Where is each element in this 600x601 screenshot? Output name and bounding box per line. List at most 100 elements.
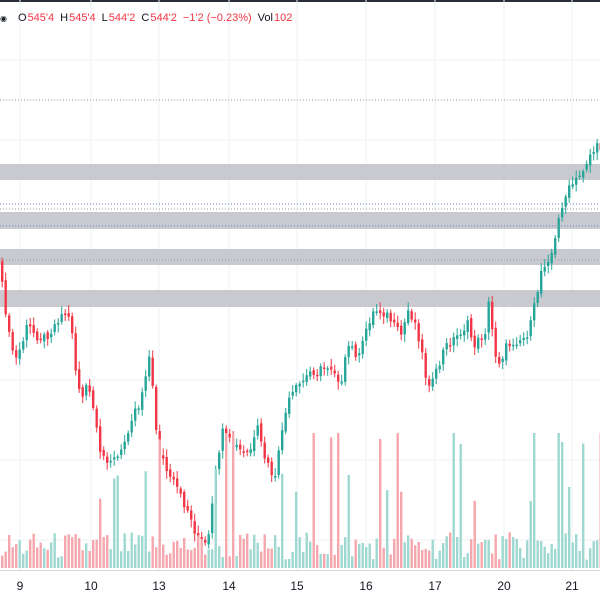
volume-bar bbox=[372, 559, 374, 568]
time-tick: 10 bbox=[84, 579, 97, 593]
candle-body bbox=[43, 334, 45, 341]
candle-body bbox=[477, 338, 479, 349]
candle-body bbox=[558, 218, 560, 238]
volume-bar bbox=[516, 539, 518, 568]
candle-body bbox=[260, 423, 262, 441]
candle-body bbox=[491, 302, 493, 329]
volume-bar bbox=[593, 541, 595, 568]
candle-body bbox=[418, 323, 420, 341]
volume-bar bbox=[530, 501, 532, 568]
volume-bar bbox=[320, 554, 322, 568]
candle-body bbox=[383, 312, 385, 316]
volume-bar bbox=[243, 539, 245, 568]
volume-bar bbox=[313, 433, 315, 568]
candle-body bbox=[481, 339, 483, 341]
candle-body bbox=[8, 315, 10, 331]
volume-bar bbox=[432, 539, 434, 568]
candle-body bbox=[99, 426, 101, 452]
volume-bar bbox=[61, 556, 63, 568]
volume-bar bbox=[169, 553, 171, 568]
candle-body bbox=[218, 453, 220, 469]
volume-bar bbox=[456, 537, 458, 568]
volume-bar bbox=[477, 544, 479, 568]
volume-bar bbox=[299, 537, 301, 568]
volume-bar bbox=[145, 471, 147, 568]
volume-bar bbox=[558, 433, 560, 568]
high-value: 545'4 bbox=[69, 12, 96, 24]
volume-bar bbox=[36, 547, 38, 568]
candle-body bbox=[257, 425, 259, 435]
candle-body bbox=[299, 384, 301, 387]
candle-body bbox=[544, 267, 546, 272]
volume-bar bbox=[589, 548, 591, 568]
candle-body bbox=[463, 331, 465, 336]
volume-bar bbox=[306, 533, 308, 568]
candle-body bbox=[71, 316, 73, 333]
volume-bar bbox=[488, 540, 490, 568]
candle-body bbox=[1, 261, 3, 282]
open-label: O bbox=[18, 12, 27, 24]
volume-bar bbox=[64, 536, 66, 568]
volume-bar bbox=[421, 550, 423, 568]
volume-bar bbox=[495, 534, 497, 568]
volume-bar bbox=[348, 475, 350, 568]
volume-bar bbox=[148, 552, 150, 568]
volume-bar bbox=[141, 536, 143, 568]
volume-bar bbox=[586, 560, 588, 568]
volume-bar bbox=[474, 501, 476, 568]
open-value: 545'4 bbox=[28, 12, 55, 24]
candle-body bbox=[250, 449, 252, 453]
volume-bar bbox=[54, 533, 56, 568]
candle-body bbox=[488, 301, 490, 332]
price-chart[interactable] bbox=[0, 0, 600, 570]
volume-bar bbox=[138, 535, 140, 568]
volume-bar bbox=[369, 543, 371, 568]
candle-body bbox=[201, 537, 203, 539]
volume-bar bbox=[106, 535, 108, 568]
time-tick: 21 bbox=[565, 579, 578, 593]
volume-bar bbox=[110, 549, 112, 568]
volume-bar bbox=[187, 549, 189, 568]
candle-body bbox=[355, 344, 357, 357]
volume-bar bbox=[442, 543, 444, 568]
time-tick: 20 bbox=[497, 579, 510, 593]
candle-body bbox=[530, 320, 532, 336]
candle-body bbox=[425, 353, 427, 377]
volume-bar bbox=[225, 433, 227, 568]
candle-body bbox=[19, 350, 21, 359]
candle-body bbox=[194, 521, 196, 534]
candle-body bbox=[365, 329, 367, 341]
volume-bar bbox=[271, 549, 273, 568]
candle-body bbox=[127, 433, 129, 442]
volume-label: Vol bbox=[258, 12, 273, 24]
candle-body bbox=[274, 476, 276, 478]
candle-body bbox=[379, 310, 381, 313]
volume-bar bbox=[358, 544, 360, 568]
candle-body bbox=[309, 371, 311, 376]
candle-body bbox=[467, 320, 469, 332]
candle-body bbox=[148, 357, 150, 377]
candle-body bbox=[120, 450, 122, 455]
volume-bar bbox=[561, 442, 563, 568]
volume-bar bbox=[117, 476, 119, 568]
volume-bar bbox=[120, 551, 122, 568]
candle-body bbox=[288, 398, 290, 414]
candle-body bbox=[54, 324, 56, 332]
volume-bar bbox=[33, 534, 35, 568]
candle-body bbox=[446, 343, 448, 349]
volume-bar bbox=[134, 544, 136, 568]
volume-bar bbox=[565, 533, 567, 568]
candle-body bbox=[330, 367, 332, 370]
time-tick: 17 bbox=[428, 579, 441, 593]
candle-body bbox=[75, 333, 77, 370]
volume-bar bbox=[5, 552, 7, 568]
candle-body bbox=[313, 370, 315, 375]
volume-bar bbox=[295, 492, 297, 568]
candle-body bbox=[351, 346, 353, 348]
candle-body bbox=[208, 534, 210, 544]
candle-body bbox=[110, 461, 112, 463]
volume-bar bbox=[554, 549, 556, 568]
eye-icon[interactable]: ◉ bbox=[0, 9, 12, 27]
